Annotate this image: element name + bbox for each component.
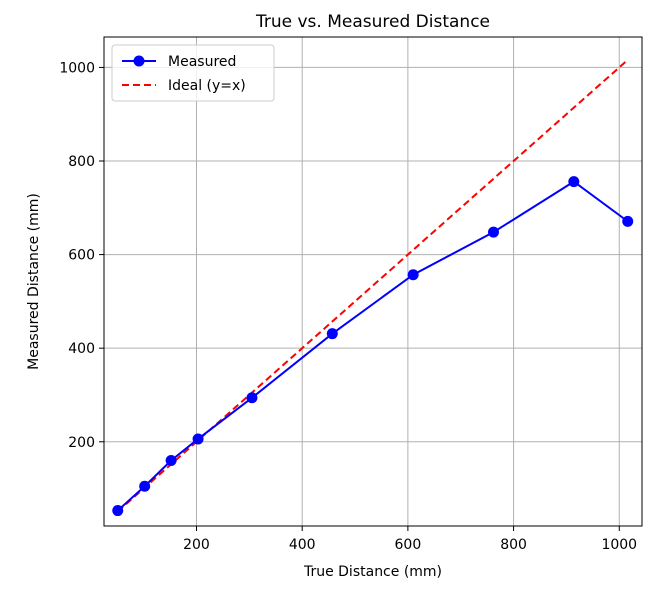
data-point xyxy=(112,505,124,517)
series-line-measured xyxy=(117,180,629,512)
x-tick-label: 400 xyxy=(289,537,316,553)
y-tick-label: 200 xyxy=(68,435,95,451)
y-axis-ticks: 200 400 600 800 1000 xyxy=(59,60,104,451)
legend: Measured Ideal (y=x) xyxy=(111,44,275,102)
legend-box xyxy=(111,44,275,102)
data-point xyxy=(246,392,258,404)
data-point xyxy=(487,226,499,238)
data-point xyxy=(568,176,580,188)
legend-label-measured: Measured xyxy=(168,54,236,70)
series-layer xyxy=(112,59,634,517)
data-point xyxy=(192,433,204,445)
data-point xyxy=(326,328,338,340)
y-axis-label: Measured Distance (mm) xyxy=(26,193,42,370)
x-axis-ticks: 200 400 600 800 1000 xyxy=(183,526,637,553)
x-axis-label: True Distance (mm) xyxy=(303,564,442,580)
x-tick-label: 800 xyxy=(500,537,527,553)
data-point xyxy=(622,215,634,227)
y-tick-label: 600 xyxy=(68,248,95,264)
legend-marker-measured xyxy=(133,55,145,67)
legend-label-ideal: Ideal (y=x) xyxy=(168,78,246,94)
data-point xyxy=(139,480,151,492)
x-tick-label: 200 xyxy=(183,537,210,553)
data-point xyxy=(165,454,177,466)
plot-frame xyxy=(103,36,643,527)
y-tick-label: 400 xyxy=(68,341,95,357)
x-tick-label: 600 xyxy=(395,537,422,553)
x-tick-label: 1000 xyxy=(601,537,637,553)
y-tick-label: 1000 xyxy=(59,60,95,76)
data-point xyxy=(407,269,419,281)
chart-title: True vs. Measured Distance xyxy=(255,12,490,32)
series-line-ideal xyxy=(117,59,629,513)
y-tick-label: 800 xyxy=(68,154,95,170)
